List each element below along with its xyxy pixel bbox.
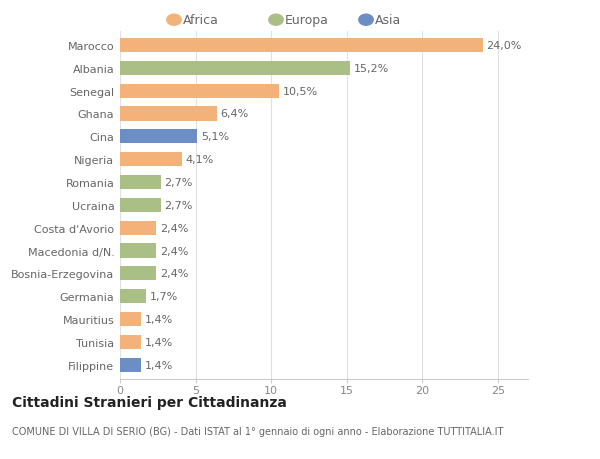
Text: 24,0%: 24,0% — [487, 41, 522, 51]
Text: 2,4%: 2,4% — [160, 223, 188, 233]
Text: 4,1%: 4,1% — [186, 155, 214, 165]
Text: 1,4%: 1,4% — [145, 360, 173, 370]
Bar — [120, 62, 350, 76]
Bar — [120, 335, 141, 349]
Bar — [120, 221, 156, 235]
Text: 5,1%: 5,1% — [201, 132, 229, 142]
Text: Europa: Europa — [285, 14, 329, 27]
Bar — [120, 39, 482, 53]
Bar — [120, 244, 156, 258]
Bar — [120, 358, 141, 372]
Text: Africa: Africa — [183, 14, 219, 27]
Bar — [120, 153, 182, 167]
Bar — [120, 198, 161, 213]
Text: 2,4%: 2,4% — [160, 246, 188, 256]
Bar — [120, 267, 156, 281]
Text: 15,2%: 15,2% — [353, 64, 389, 73]
Text: COMUNE DI VILLA DI SERIO (BG) - Dati ISTAT al 1° gennaio di ogni anno - Elaboraz: COMUNE DI VILLA DI SERIO (BG) - Dati IST… — [12, 426, 503, 436]
Text: 2,4%: 2,4% — [160, 269, 188, 279]
Text: Cittadini Stranieri per Cittadinanza: Cittadini Stranieri per Cittadinanza — [12, 395, 287, 409]
Bar — [120, 175, 161, 190]
Text: 6,4%: 6,4% — [220, 109, 249, 119]
Text: 1,4%: 1,4% — [145, 337, 173, 347]
Bar — [120, 312, 141, 326]
Text: 2,7%: 2,7% — [164, 201, 193, 210]
Text: 10,5%: 10,5% — [283, 86, 317, 96]
Text: 2,7%: 2,7% — [164, 178, 193, 188]
Bar — [120, 84, 278, 99]
Text: Asia: Asia — [375, 14, 401, 27]
Bar — [120, 130, 197, 144]
Text: 1,7%: 1,7% — [149, 291, 178, 302]
Bar — [120, 107, 217, 121]
Text: 1,4%: 1,4% — [145, 314, 173, 325]
Bar — [120, 290, 146, 304]
